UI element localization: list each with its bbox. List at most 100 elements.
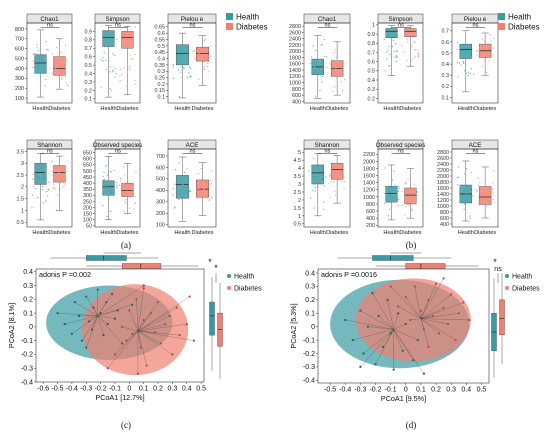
jitter-point	[128, 67, 130, 69]
jitter-point	[32, 178, 34, 180]
panel-d: -0.5 -0.4 -0.3 -0.2 -0.1 0 0.1 0.2 0.3 0.4 0.5-0.4…	[289, 252, 505, 403]
data-point	[386, 298, 389, 301]
jitter-point	[112, 43, 115, 45]
legend-dot-health	[505, 274, 509, 278]
spider-line	[114, 330, 139, 355]
jitter-point	[336, 77, 338, 79]
jitter-point	[408, 204, 410, 206]
jitter-point	[387, 194, 389, 196]
jitter-point	[132, 208, 135, 210]
jitter-point	[42, 180, 44, 183]
jitter-point	[41, 66, 43, 68]
jitter-point	[134, 203, 136, 205]
data-point	[73, 300, 76, 304]
jitter-point	[58, 56, 60, 58]
jitter-point	[343, 188, 345, 190]
x-tick-label: 0.5	[196, 386, 206, 393]
jitter-point	[341, 180, 343, 182]
panel-b: Chao140060080010001200140016001800200022…	[289, 13, 499, 236]
jitter-point	[211, 196, 213, 199]
jitter-point	[113, 54, 116, 57]
spider-line	[372, 293, 394, 330]
jitter-point	[53, 183, 55, 186]
jitter-point	[134, 195, 136, 198]
jitter-point	[418, 52, 420, 54]
jitter-point	[401, 190, 403, 193]
data-point	[185, 323, 188, 326]
facet-title: Observed species	[93, 142, 143, 149]
facet-frame	[94, 22, 141, 104]
y-tick-label: 0.7	[368, 50, 376, 56]
facet-observed-species: Observed species 200400600800100012001400…	[363, 139, 425, 236]
jitter-point	[134, 79, 136, 82]
y-tick-label: 0	[311, 324, 315, 331]
spider-line	[420, 315, 434, 319]
jitter-point	[174, 183, 176, 185]
y-tick-label: 0.4	[368, 78, 376, 84]
jitter-point	[406, 59, 408, 62]
y-tick-label: 550	[83, 163, 92, 169]
jitter-point	[210, 45, 212, 48]
jitter-point	[124, 174, 126, 176]
jitter-point	[312, 183, 315, 185]
legend-label-diabetes: Diabetes	[234, 286, 262, 293]
jitter-point	[314, 174, 316, 177]
jitter-point	[312, 45, 314, 47]
jitter-point	[66, 59, 68, 61]
jitter-point	[126, 201, 128, 204]
jitter-point	[122, 182, 125, 185]
jitter-point	[333, 52, 335, 54]
jitter-point	[198, 78, 200, 80]
jitter-point	[398, 187, 400, 190]
spider-line	[137, 330, 147, 366]
jitter-point	[414, 55, 416, 57]
jitter-point	[203, 54, 206, 56]
data-point	[121, 325, 124, 328]
jitter-point	[319, 89, 321, 92]
x-group-label: Health	[458, 106, 474, 112]
jitter-point	[185, 193, 187, 196]
jitter-point	[135, 83, 137, 85]
jitter-point	[128, 42, 130, 45]
jitter-point	[314, 190, 316, 192]
jitter-point	[404, 214, 406, 216]
jitter-point	[315, 95, 317, 97]
jitter-point	[208, 198, 211, 200]
y-tick-label: 0.6	[368, 60, 376, 66]
data-point	[366, 325, 370, 328]
jitter-point	[177, 69, 180, 71]
spider-line	[86, 315, 98, 348]
jitter-point	[478, 202, 480, 205]
x-tick-label: -0.1	[385, 387, 397, 394]
box-diabetes	[329, 41, 346, 96]
y-tick-label: 0.5	[368, 69, 376, 75]
jitter-point	[317, 57, 319, 60]
jitter-point	[323, 181, 325, 184]
spider-line	[393, 313, 399, 330]
marginal-x-box-health	[50, 255, 159, 261]
jitter-point	[173, 207, 176, 209]
marginal-y-sig: ns	[494, 266, 502, 273]
jitter-point	[466, 72, 468, 75]
data-point	[397, 312, 400, 315]
jitter-point	[55, 68, 57, 71]
data-point	[159, 342, 163, 345]
x-group-label: Diabetes	[474, 106, 496, 112]
adonis-annotation: adonis P =0.0016	[321, 270, 377, 279]
x-group-label: Health	[310, 106, 326, 112]
jitter-point	[131, 190, 133, 192]
jitter-point	[479, 49, 481, 51]
jitter-point	[481, 38, 483, 40]
jitter-point	[188, 72, 190, 74]
x-group-label: Health	[32, 230, 48, 236]
jitter-point	[59, 188, 61, 190]
jitter-point	[465, 46, 467, 48]
jitter-point	[397, 190, 399, 192]
jitter-point	[102, 60, 104, 62]
jitter-point	[198, 188, 200, 190]
y-tick-label: 1400	[289, 68, 301, 74]
marginal-y-box-diabetes	[499, 273, 505, 365]
facet-frame	[377, 148, 424, 228]
jitter-point	[488, 60, 490, 62]
